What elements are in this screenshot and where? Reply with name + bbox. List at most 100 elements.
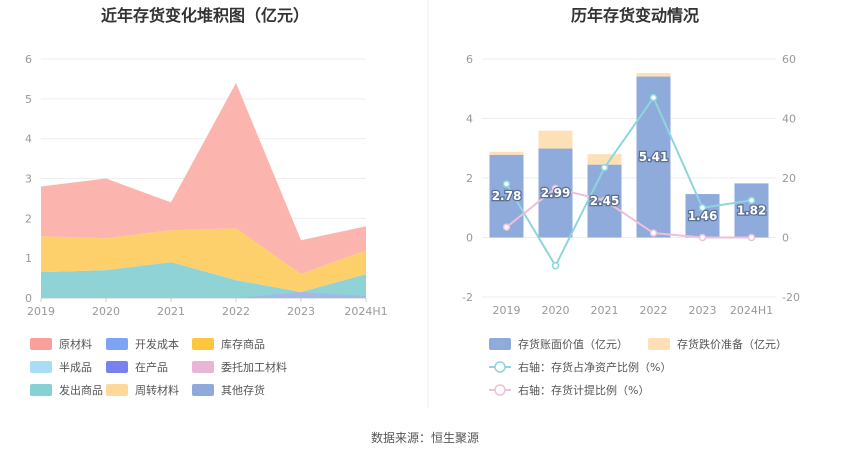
- line-point: [600, 163, 609, 172]
- right-legend-item: 存货账面价值（亿元）: [489, 337, 628, 351]
- line-point: [502, 223, 511, 231]
- line-series-2: [505, 187, 752, 239]
- right-lines: [502, 93, 756, 270]
- left-y-tick-label: 4: [25, 133, 32, 146]
- right-x-tick-label: 2020: [542, 304, 570, 317]
- area-原材料: [41, 82, 366, 275]
- line-point: [649, 229, 658, 237]
- left-chart-title: 近年存货变化堆积图（亿元）: [101, 6, 309, 25]
- left-legend-item: 开发成本: [106, 337, 179, 351]
- left-y-tick-label: 1: [25, 252, 32, 265]
- line-point: [698, 204, 707, 212]
- bar-impairment: [538, 130, 573, 149]
- right-bar-labels: 2.78 2.99 2.45 5.41 1.46 1.82: [490, 149, 767, 224]
- right-right-y-tick-label: 60: [782, 53, 796, 66]
- right-left-y-tick-label: 6: [466, 53, 473, 66]
- left-legend-item: 其他存货: [192, 383, 265, 397]
- left-legend-label: 开发成本: [135, 337, 179, 351]
- right-x-tick-label: 2019: [493, 304, 521, 317]
- left-x-tick-label: 2022: [222, 305, 250, 318]
- legend-swatch-其他存货: [192, 384, 214, 396]
- left-legend-label: 在产品: [135, 360, 168, 374]
- bar-value-label: 2.78: [492, 189, 522, 203]
- left-y-tick-label: 0: [25, 292, 32, 305]
- left-y-tick-label: 5: [25, 93, 32, 106]
- left-legend-label: 原材料: [59, 337, 92, 351]
- left-legend-label: 委托加工材料: [221, 360, 287, 374]
- line-point: [502, 180, 511, 188]
- bar-value-label: 1.46: [688, 209, 718, 223]
- right-legend-item: 存货跌价准备（亿元）: [648, 337, 787, 351]
- line-point: [551, 184, 560, 193]
- right-left-y-tick-label: 4: [466, 113, 473, 126]
- legend-swatch-发出商品: [30, 384, 52, 396]
- line-point: [747, 196, 756, 205]
- right-right-y-tick-label: 20: [782, 172, 796, 185]
- left-y-tick-label: 2: [25, 212, 32, 225]
- left-x-tick-label: 2019: [27, 305, 55, 318]
- right-legend-item: 右轴：存货占净资产比例（%）: [489, 360, 671, 374]
- right-legend-label: 右轴：存货计提比例（%）: [518, 383, 649, 397]
- line-series-1: [505, 95, 752, 268]
- bar-value-label: 1.82: [737, 203, 767, 217]
- right-legend-label: 存货账面价值（亿元）: [518, 337, 628, 351]
- area-发出商品: [41, 262, 366, 298]
- bar-book-value: [636, 76, 671, 238]
- right-x-tick-label: 2021: [591, 304, 619, 317]
- bar-value-label: 2.99: [541, 186, 571, 200]
- left-stacked-areas: [41, 82, 366, 298]
- line-point: [747, 233, 756, 242]
- legend-line-marker: [494, 361, 506, 373]
- bar-book-value: [734, 183, 769, 238]
- right-gridlines: [482, 58, 776, 298]
- left-legend-item: 库存商品: [192, 337, 265, 351]
- line-point: [551, 262, 560, 270]
- right-bars: [489, 72, 769, 238]
- right-chart-title: 历年存货变动情况: [571, 6, 699, 25]
- left-legend-label: 库存商品: [221, 337, 265, 351]
- bar-impairment: [636, 72, 671, 77]
- line-point: [600, 196, 609, 205]
- area-库存商品: [41, 228, 366, 293]
- left-legend-item: 半成品: [30, 360, 92, 374]
- left-legend-item: 周转材料: [106, 383, 179, 397]
- bar-book-value: [685, 194, 720, 238]
- right-x-tick-label: 2023: [689, 304, 717, 317]
- line-point: [698, 233, 707, 242]
- line-point: [649, 93, 658, 102]
- bar-impairment: [489, 151, 524, 155]
- left-y-tick-label: 6: [25, 53, 32, 66]
- legend-line-marker: [494, 384, 506, 396]
- legend-swatch-impairment: [648, 338, 670, 350]
- left-x-tick-label: 2023: [287, 305, 315, 318]
- bar-impairment: [587, 154, 622, 165]
- left-axis: 0 1 2 3 4 5 6 2019 2020 2021 2022 2023 2024H1: [25, 53, 388, 318]
- left-x-tick-label: 2021: [157, 305, 185, 318]
- left-x-tick-label: 2024H1: [344, 305, 387, 318]
- legend-swatch-开发成本: [106, 338, 128, 350]
- bar-value-label: 2.45: [590, 194, 620, 208]
- right-legend: 存货账面价值（亿元） 存货跌价准备（亿元） 右轴：存货占净资产比例（%） 右轴：存货计…: [489, 337, 787, 397]
- right-left-y-tick-label: 0: [466, 232, 473, 245]
- left-legend-item: 发出商品: [30, 383, 103, 397]
- area-开发成本: [41, 292, 366, 298]
- legend-swatch-库存商品: [192, 338, 214, 350]
- left-legend-item: 在产品: [106, 360, 168, 374]
- left-legend-item: 委托加工材料: [192, 360, 287, 374]
- left-legend-label: 发出商品: [59, 383, 103, 397]
- right-x-tick-label: 2024H1: [730, 304, 773, 317]
- right-legend-label: 右轴：存货占净资产比例（%）: [518, 360, 671, 374]
- legend-swatch-book-value: [489, 338, 511, 350]
- left-legend-label: 其他存货: [221, 383, 265, 397]
- right-right-y-tick-label: 40: [782, 113, 796, 126]
- right-x-tick-label: 2022: [640, 304, 668, 317]
- legend-swatch-委托加工材料: [192, 361, 214, 373]
- legend-swatch-半成品: [30, 361, 52, 373]
- right-right-y-tick-label: 0: [782, 232, 789, 245]
- source-note: 数据来源：恒生聚源: [371, 430, 479, 445]
- right-legend-item: 右轴：存货计提比例（%）: [489, 383, 649, 397]
- right-left-y-tick-label: -2: [462, 291, 473, 304]
- bar-value-label: 5.41: [639, 150, 669, 164]
